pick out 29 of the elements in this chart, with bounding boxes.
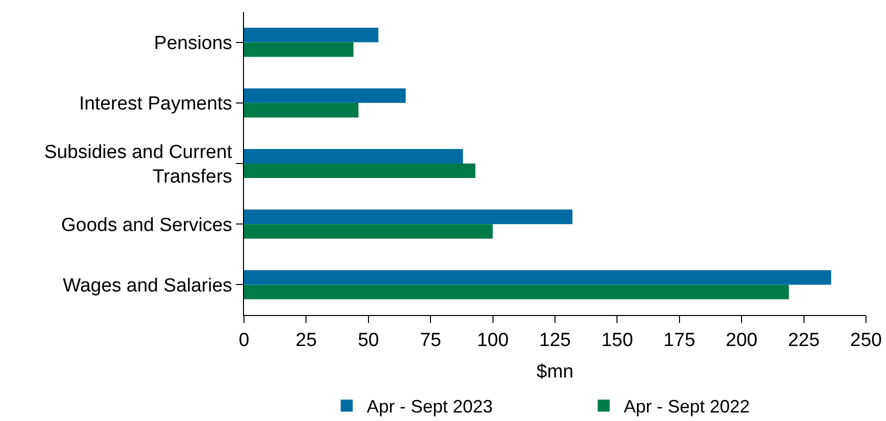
bar (244, 102, 358, 118)
x-tick-label: 75 (420, 330, 442, 351)
bar (244, 284, 789, 300)
x-tick-label: 250 (850, 330, 882, 351)
x-tick-label: 150 (601, 330, 634, 351)
x-tick-label: 225 (788, 330, 820, 351)
bar (244, 148, 463, 164)
x-tick-label: 25 (296, 330, 317, 351)
bar (244, 224, 493, 239)
x-tick-label: 100 (476, 330, 509, 351)
x-axis-title: $mn (536, 362, 574, 383)
bar (244, 88, 406, 103)
y-tick-label: Goods and Services (61, 214, 232, 236)
bar (244, 270, 832, 285)
x-tick-label: 125 (539, 330, 571, 351)
x-tick-label: 175 (664, 330, 696, 351)
x-tick-label: 50 (358, 330, 379, 351)
legend-label: Apr - Sept 2022 (624, 396, 750, 417)
bar (244, 42, 354, 57)
x-tick-label: 0 (238, 330, 250, 351)
bar (244, 210, 572, 224)
y-tick-label: Pensions (154, 32, 232, 54)
x-tick-label: 200 (726, 330, 758, 351)
y-tick-label: Interest Payments (79, 94, 232, 115)
bar (244, 28, 378, 42)
bar (244, 164, 476, 178)
y-tick-label: Subsidies and Current Transfers (44, 142, 233, 188)
legend-label: Apr - Sept 2023 (366, 396, 493, 417)
y-tick-label: Wages and Salaries (62, 275, 232, 296)
